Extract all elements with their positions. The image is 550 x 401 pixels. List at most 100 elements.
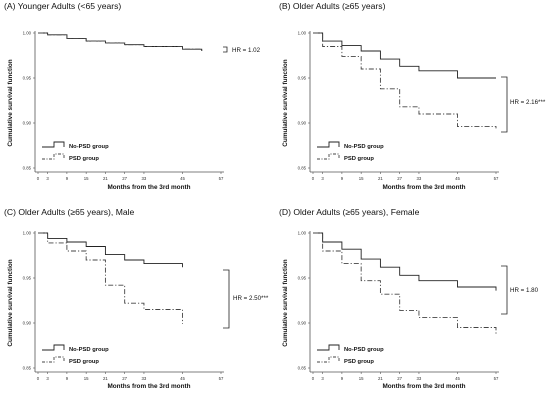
x-tick-label: 57 (219, 176, 224, 181)
psd-survival-curve (38, 232, 183, 324)
y-tick-label: 0.85 (23, 366, 32, 371)
x-tick-label: 57 (494, 176, 499, 181)
legend-psd-label: PSD group (344, 359, 374, 365)
x-tick-label: 33 (142, 176, 147, 181)
panel-d: (D) Older Adults (≥65 years), Female 0.85… (279, 207, 539, 390)
x-tick-label: 27 (122, 376, 127, 381)
legend-no-psd-symbol (42, 344, 65, 351)
no-psd-survival-curve (313, 32, 496, 79)
x-tick-label: 15 (84, 376, 89, 381)
x-tick-label: 21 (103, 176, 108, 181)
hr-bracket (501, 76, 508, 133)
x-tick-label: 27 (397, 376, 402, 381)
y-axis-label: Cumulative survival function (7, 259, 14, 346)
psd-survival-curve (313, 32, 497, 129)
x-tick-label: 0 (37, 176, 40, 181)
x-tick-label: 45 (180, 376, 185, 381)
y-tick-label: 0.90 (23, 121, 32, 126)
x-tick-label: 0 (37, 376, 40, 381)
x-tick-label: 33 (142, 376, 147, 381)
x-tick-label: 0 (312, 376, 315, 381)
y-axis-label: Cumulative survival function (282, 59, 289, 146)
y-tick-label: 0.90 (298, 121, 307, 126)
x-tick-label: 21 (378, 376, 383, 381)
x-tick-label: 15 (359, 376, 364, 381)
x-tick-label: 21 (378, 176, 383, 181)
x-tick-label: 27 (122, 176, 127, 181)
x-tick-label: 9 (341, 376, 344, 381)
legend-psd-symbol (42, 153, 65, 160)
panel-c: (C) Older Adults (≥65 years), Male 0.85 0.… (4, 207, 269, 390)
x-tick-label: 9 (341, 176, 344, 181)
x-tick-label: 15 (359, 176, 364, 181)
y-tick-label: 0.85 (23, 166, 32, 171)
x-tick-label: 3 (321, 376, 324, 381)
y-tick-label: 0.90 (23, 321, 32, 326)
psd-survival-curve (313, 232, 497, 336)
x-axis-label: Months from the 3rd month (382, 184, 465, 191)
x-tick-label: 0 (312, 176, 315, 181)
hr-bracket (223, 269, 230, 329)
y-tick-label: 1.00 (298, 231, 307, 236)
x-axis-label: Months from the 3rd month (382, 383, 465, 390)
y-tick-label: 0.95 (298, 76, 307, 81)
y-tick-label: 0.90 (298, 321, 307, 326)
legend-psd-symbol (317, 356, 340, 363)
x-tick-label: 45 (455, 176, 460, 181)
y-tick-label: 0.95 (23, 276, 32, 281)
panel-title: (A) Younger Adults (<65 years) (4, 1, 121, 11)
no-psd-survival-curve (38, 32, 203, 51)
legend-no-psd-label: No-PSD group (344, 144, 384, 150)
hazard-ratio-label: HR = 1.02 (232, 47, 261, 54)
legend-no-psd-symbol (317, 141, 340, 148)
x-tick-label: 15 (84, 176, 89, 181)
x-tick-label: 33 (417, 176, 422, 181)
x-tick-label: 9 (66, 376, 69, 381)
x-tick-label: 3 (46, 176, 49, 181)
legend-no-psd-label: No-PSD group (69, 347, 109, 353)
x-tick-label: 9 (66, 176, 69, 181)
panel-a: (A) Younger Adults (<65 years) 0.85 0.90 0.… (4, 1, 261, 191)
legend-no-psd-symbol (42, 141, 65, 148)
y-tick-label: 1.00 (23, 31, 32, 36)
hr-bracket (223, 46, 228, 53)
panel-title: (D) Older Adults (≥65 years), Female (279, 207, 420, 217)
psd-survival-curve (38, 32, 203, 52)
hazard-ratio-label: HR = 2.50*** (233, 295, 269, 302)
hazard-ratio-label: HR = 1.80 (510, 287, 539, 294)
x-tick-label: 57 (219, 376, 224, 381)
panel-b: (B) Older Adults (≥65 years) 0.85 0.90 0.95… (279, 1, 546, 191)
x-tick-label: 45 (455, 376, 460, 381)
panel-title: (B) Older Adults (≥65 years) (279, 1, 386, 11)
x-tick-label: 33 (417, 376, 422, 381)
x-tick-label: 27 (397, 176, 402, 181)
x-axis-label: Months from the 3rd month (107, 184, 190, 191)
panel-title: (C) Older Adults (≥65 years), Male (4, 207, 135, 217)
y-tick-label: 0.95 (298, 276, 307, 281)
legend-no-psd-label: No-PSD group (69, 144, 109, 150)
hazard-ratio-label: HR = 2.16*** (510, 99, 546, 106)
legend-psd-symbol (42, 356, 65, 363)
legend-psd-label: PSD group (69, 359, 99, 365)
y-tick-label: 0.95 (23, 76, 32, 81)
legend-no-psd-symbol (317, 344, 340, 351)
legend-psd-label: PSD group (344, 156, 374, 162)
y-axis-label: Cumulative survival function (7, 59, 14, 146)
x-tick-label: 3 (321, 176, 324, 181)
hr-bracket (501, 265, 508, 315)
legend-psd-label: PSD group (69, 156, 99, 162)
y-tick-label: 0.85 (298, 366, 307, 371)
no-psd-survival-curve (313, 232, 497, 291)
y-tick-label: 1.00 (23, 231, 32, 236)
x-tick-label: 21 (103, 376, 108, 381)
x-tick-label: 57 (494, 376, 499, 381)
x-tick-label: 45 (180, 176, 185, 181)
y-tick-label: 0.85 (298, 166, 307, 171)
no-psd-survival-curve (38, 232, 183, 268)
y-tick-label: 1.00 (298, 31, 307, 36)
y-axis-label: Cumulative survival function (282, 259, 289, 346)
legend-no-psd-label: No-PSD group (344, 347, 384, 353)
legend-psd-symbol (317, 153, 340, 160)
x-axis-label: Months from the 3rd month (107, 383, 190, 390)
